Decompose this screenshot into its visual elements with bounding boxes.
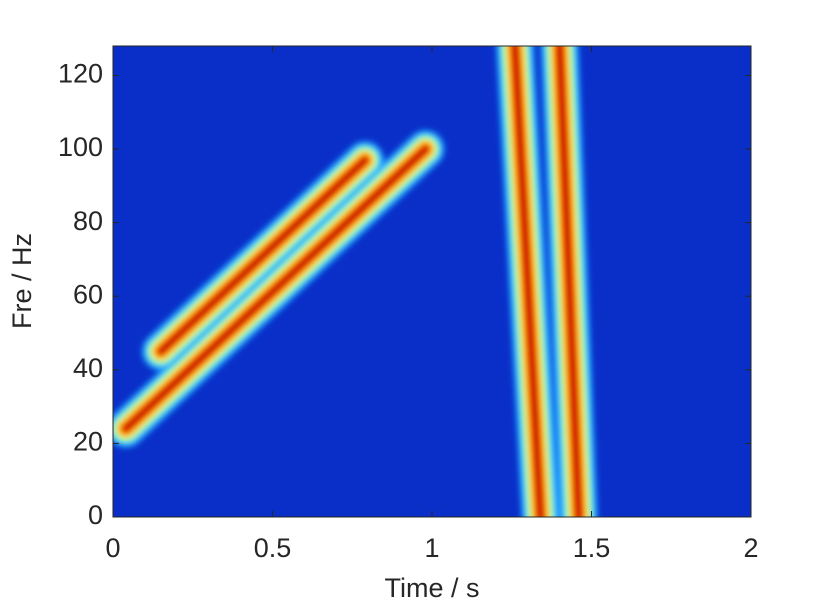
y-tick-label: 120 bbox=[58, 59, 103, 89]
x-tick-label: 0 bbox=[105, 533, 120, 563]
y-tick-label: 40 bbox=[73, 353, 103, 383]
y-tick-label: 20 bbox=[73, 427, 103, 457]
y-tick-label: 80 bbox=[73, 206, 103, 236]
x-axis-label: Time / s bbox=[384, 573, 479, 603]
x-tick-label: 1 bbox=[424, 533, 439, 563]
ridge bbox=[157, 156, 369, 355]
y-tick-label: 60 bbox=[73, 279, 103, 309]
y-tick-label: 100 bbox=[58, 132, 103, 162]
y-axis-label: Fre / Hz bbox=[7, 233, 37, 329]
ridges bbox=[113, 46, 598, 517]
x-tick-label: 2 bbox=[743, 533, 758, 563]
x-tick-label: 0.5 bbox=[254, 533, 292, 563]
ridge bbox=[511, 46, 544, 517]
ridge bbox=[556, 46, 583, 517]
y-tick-label: 0 bbox=[88, 500, 103, 530]
x-tick-label: 1.5 bbox=[573, 533, 611, 563]
ridge bbox=[122, 145, 430, 433]
